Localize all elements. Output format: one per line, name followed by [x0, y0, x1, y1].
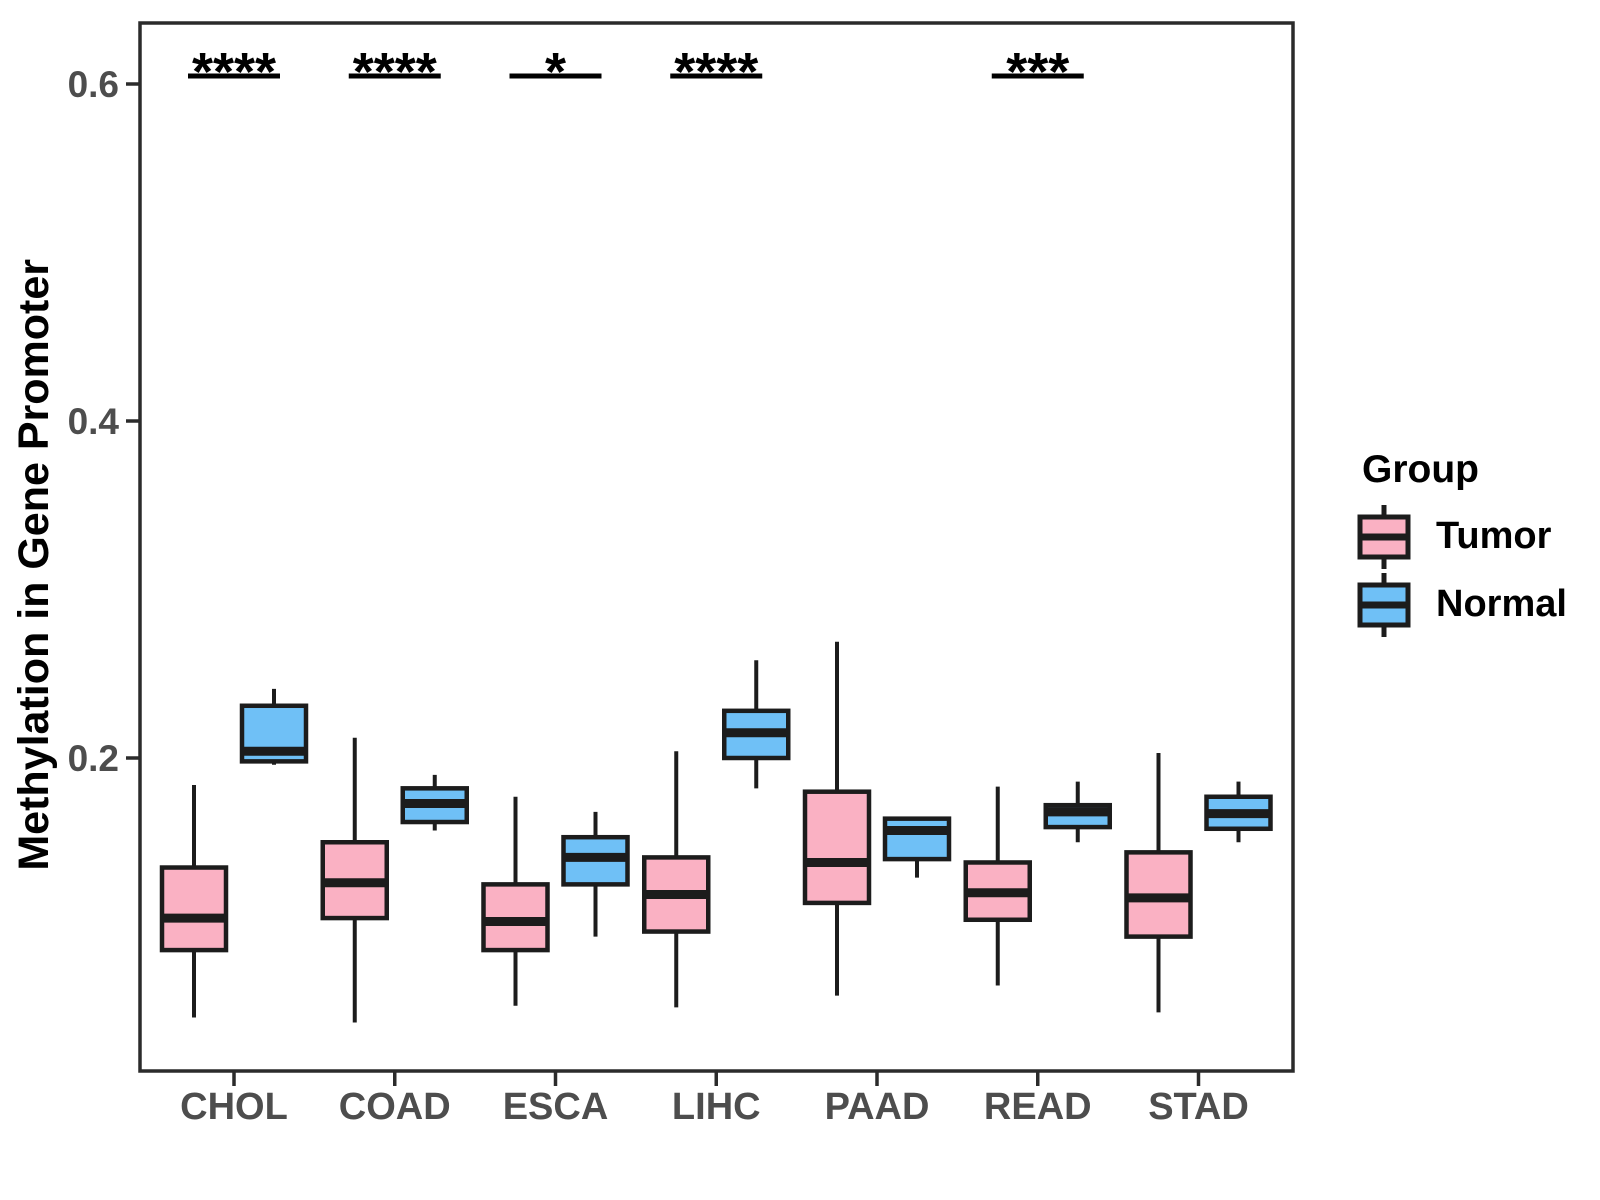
y-tick-label-0.4: 0.4 [68, 401, 120, 442]
x-tick-label-STAD: STAD [1148, 1086, 1249, 1128]
x-tick-label-LIHC: LIHC [672, 1086, 761, 1128]
legend-label-normal: Normal [1436, 583, 1567, 626]
legend-key-boxplot-tumor-icon [1357, 504, 1411, 569]
legend-item-tumor: Tumor [1356, 503, 1567, 571]
significance-stars-ESCA: * [545, 42, 566, 102]
legend: Group Tumor Normal [1356, 448, 1567, 639]
y-axis-title-wrap: Methylation in Gene Promoter [6, 30, 62, 1100]
box-tumor-CHOL [159, 865, 229, 953]
y-tick-label-0.6: 0.6 [68, 64, 119, 105]
x-tick-label-CHOL: CHOL [180, 1086, 288, 1128]
x-tick-label-READ: READ [984, 1086, 1092, 1128]
significance-stars-READ: *** [1006, 42, 1069, 102]
x-tick-label-COAD: COAD [339, 1086, 451, 1128]
x-tick-label-PAAD: PAAD [825, 1086, 930, 1128]
legend-item-normal: Normal [1356, 571, 1567, 639]
significance-stars-COAD: **** [353, 42, 437, 102]
panel-border [138, 21, 1295, 1073]
significance-stars-LIHC: **** [674, 42, 758, 102]
box-normal-PAAD [882, 816, 952, 862]
legend-key-boxplot-normal-icon [1357, 572, 1411, 637]
y-tick-label-0.2: 0.2 [68, 738, 119, 779]
box-tumor-PAAD [802, 789, 872, 906]
y-axis-title: Methylation in Gene Promoter [9, 259, 58, 871]
x-tick-label-ESCA: ESCA [503, 1086, 609, 1128]
significance-stars-CHOL: **** [192, 42, 276, 102]
legend-label-tumor: Tumor [1436, 515, 1552, 558]
legend-title: Group [1362, 448, 1479, 491]
